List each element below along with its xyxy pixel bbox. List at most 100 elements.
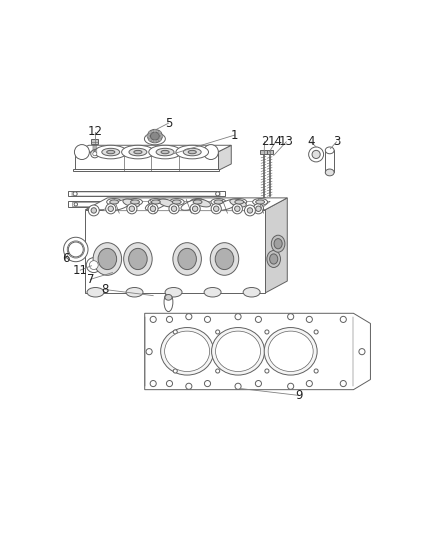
Ellipse shape	[230, 199, 246, 207]
Circle shape	[306, 381, 312, 386]
Circle shape	[64, 237, 88, 262]
Circle shape	[244, 205, 255, 216]
Ellipse shape	[151, 132, 159, 140]
Circle shape	[340, 317, 346, 322]
Circle shape	[186, 383, 192, 389]
Circle shape	[158, 131, 161, 134]
Ellipse shape	[274, 239, 282, 249]
Polygon shape	[265, 198, 287, 293]
Circle shape	[150, 317, 156, 322]
Polygon shape	[325, 150, 334, 172]
Ellipse shape	[123, 199, 139, 207]
Polygon shape	[67, 201, 225, 207]
Ellipse shape	[253, 199, 268, 205]
Circle shape	[340, 381, 346, 386]
Text: 12: 12	[87, 125, 102, 138]
Polygon shape	[72, 192, 220, 196]
Ellipse shape	[215, 248, 234, 270]
Polygon shape	[74, 169, 219, 171]
Ellipse shape	[268, 331, 313, 372]
Ellipse shape	[107, 150, 115, 154]
Ellipse shape	[169, 199, 184, 205]
Ellipse shape	[173, 243, 201, 275]
Circle shape	[147, 135, 149, 138]
Text: 5: 5	[165, 117, 172, 130]
Polygon shape	[67, 191, 225, 196]
Ellipse shape	[148, 130, 162, 143]
Ellipse shape	[102, 148, 120, 156]
Circle shape	[288, 383, 294, 389]
Ellipse shape	[122, 146, 154, 159]
Circle shape	[288, 313, 294, 320]
Ellipse shape	[190, 199, 205, 205]
Circle shape	[91, 208, 96, 213]
Circle shape	[312, 150, 320, 158]
Circle shape	[235, 383, 241, 389]
Circle shape	[68, 242, 83, 257]
Ellipse shape	[181, 199, 204, 210]
Ellipse shape	[211, 199, 226, 205]
Ellipse shape	[98, 248, 117, 270]
Ellipse shape	[159, 199, 175, 207]
Ellipse shape	[110, 200, 119, 204]
Circle shape	[173, 330, 177, 334]
Text: 3: 3	[333, 135, 340, 148]
Circle shape	[106, 204, 116, 214]
Ellipse shape	[165, 287, 182, 297]
Text: 9: 9	[295, 389, 303, 402]
Text: 1: 1	[231, 128, 238, 142]
Circle shape	[186, 313, 192, 320]
Ellipse shape	[243, 287, 260, 297]
Ellipse shape	[93, 243, 122, 275]
Ellipse shape	[172, 200, 181, 204]
Circle shape	[169, 204, 179, 214]
Ellipse shape	[270, 254, 278, 264]
Circle shape	[235, 206, 240, 212]
Text: 7: 7	[87, 273, 94, 286]
Ellipse shape	[212, 328, 265, 375]
Ellipse shape	[165, 331, 210, 372]
Circle shape	[205, 381, 211, 386]
Circle shape	[108, 206, 113, 212]
Polygon shape	[261, 150, 267, 154]
Circle shape	[106, 203, 109, 206]
Ellipse shape	[204, 287, 221, 297]
Circle shape	[232, 204, 242, 214]
Circle shape	[89, 261, 98, 270]
Circle shape	[314, 330, 318, 334]
Circle shape	[93, 152, 97, 156]
Ellipse shape	[95, 146, 127, 159]
Text: 4: 4	[307, 135, 315, 148]
Polygon shape	[92, 140, 98, 143]
Circle shape	[73, 192, 77, 196]
Circle shape	[247, 208, 253, 213]
Circle shape	[215, 203, 219, 206]
Circle shape	[150, 381, 156, 386]
Polygon shape	[267, 150, 273, 154]
Ellipse shape	[193, 200, 202, 204]
Ellipse shape	[325, 147, 334, 154]
Circle shape	[67, 241, 85, 258]
Ellipse shape	[178, 248, 196, 270]
Circle shape	[127, 204, 137, 214]
Circle shape	[359, 349, 365, 354]
Circle shape	[171, 206, 177, 212]
Ellipse shape	[214, 200, 223, 204]
Circle shape	[86, 257, 101, 272]
Ellipse shape	[152, 200, 160, 204]
Circle shape	[205, 317, 211, 322]
Ellipse shape	[134, 150, 142, 154]
Circle shape	[314, 369, 318, 373]
Ellipse shape	[129, 148, 147, 156]
Polygon shape	[75, 146, 231, 152]
Ellipse shape	[161, 328, 214, 375]
Circle shape	[256, 206, 261, 212]
Ellipse shape	[145, 133, 165, 145]
Circle shape	[91, 150, 99, 158]
Polygon shape	[85, 198, 287, 210]
Polygon shape	[218, 146, 231, 171]
Circle shape	[88, 205, 99, 216]
Ellipse shape	[164, 293, 173, 312]
Ellipse shape	[232, 199, 247, 205]
Circle shape	[215, 192, 220, 196]
